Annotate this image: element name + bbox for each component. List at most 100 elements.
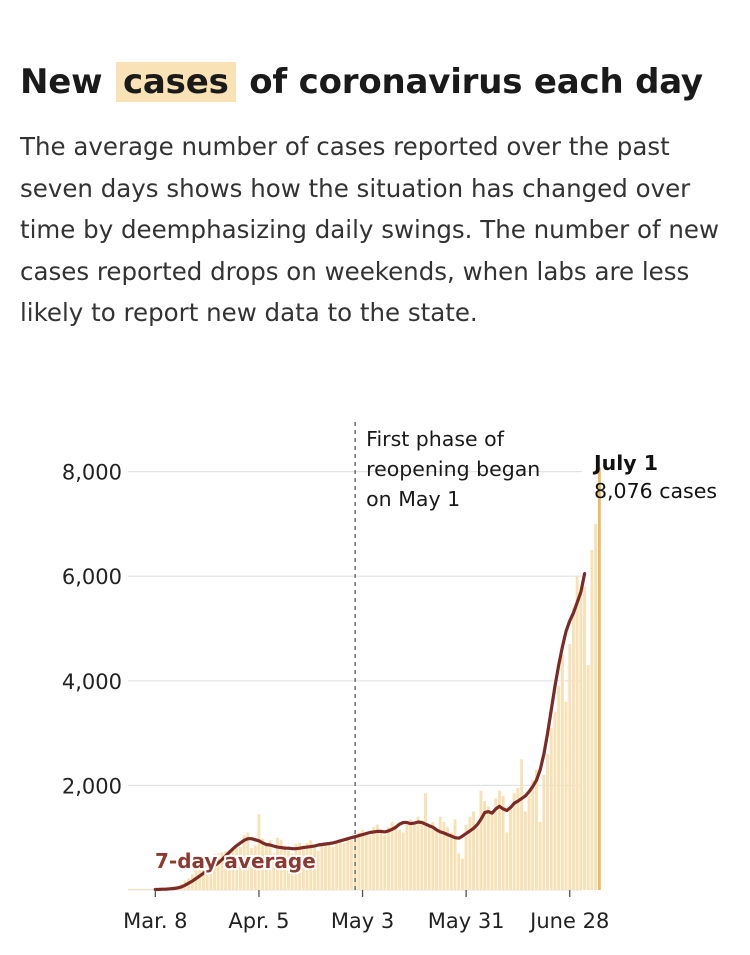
daily-bar [542,774,546,890]
cases-chart: 2,000 4,000 6,000 8,000 First phase of reope… [62,422,717,933]
daily-bar [586,665,590,890]
daily-bar [572,607,575,890]
daily-bar [557,686,561,890]
y-tick-label: 2,000 [62,774,122,798]
daily-bar [313,848,316,890]
daily-bar [205,860,209,890]
y-tick-label: 4,000 [62,670,122,694]
daily-bar [424,793,427,890]
daily-bar [246,832,250,890]
daily-bar [468,816,472,890]
daily-bar [213,854,216,890]
daily-bar [490,811,494,890]
daily-bar [375,824,379,890]
daily-bar [135,888,139,890]
daily-bar [594,523,598,890]
x-tick-label: Mar. 8 [123,909,187,933]
daily-bar [512,793,516,890]
daily-bar [438,816,442,890]
daily-bar [272,853,276,890]
daily-bar [324,842,327,890]
reopening-annotation: First phase of reopening began on May 1 [366,427,540,511]
daily-bar [361,829,364,890]
daily-bar [139,888,142,890]
daily-bar [394,824,398,890]
daily-bar [216,853,220,890]
daily-bar [202,863,205,890]
daily-bar [553,712,557,890]
daily-bar [350,840,353,890]
daily-bar [242,835,246,890]
reopening-annotation-line: reopening began [366,457,540,481]
daily-bar [305,842,309,890]
daily-bar [509,806,512,890]
daily-bar [479,790,483,890]
daily-bar [146,888,150,890]
daily-bar [301,845,305,890]
daily-bar [320,845,324,890]
daily-bar [523,811,527,890]
daily-bar [546,754,549,890]
daily-bar [250,848,253,890]
daily-bar [464,824,468,890]
daily-bar [316,850,320,890]
daily-bar [294,843,298,890]
daily-bar [420,824,424,890]
daily-bar [224,851,228,890]
daily-bar [142,888,146,890]
daily-bar [409,819,413,890]
daily-bar [227,850,231,890]
y-axis-labels: 2,000 4,000 6,000 8,000 [62,461,122,799]
daily-bar [501,795,505,890]
daily-bar [287,850,290,890]
title-highlight: cases [115,62,236,102]
daily-bar [527,795,531,890]
x-tick-label: June 28 [528,909,609,933]
daily-bar [579,591,583,890]
daily-bar [549,727,553,890]
daily-bar [379,829,383,890]
daily-bar [338,840,342,890]
daily-bar [290,853,294,890]
daily-bar [560,654,564,890]
daily-bar [412,822,416,890]
y-tick-label: 6,000 [62,565,122,589]
daily-bar [568,644,572,890]
daily-bar [498,790,501,890]
daily-bar [261,838,265,890]
daily-bar [520,759,524,890]
daily-bar [486,806,490,890]
daily-bar [531,780,535,890]
daily-bar [442,822,446,890]
daily-bar [461,858,464,890]
daily-bar [331,847,335,890]
daily-bar [209,857,213,890]
seven-day-average-label: 7-day average [155,849,316,873]
daily-bar [390,822,394,890]
reopening-annotation-line: on May 1 [366,487,460,511]
daily-bar [564,701,568,890]
x-tick-label: May 3 [331,909,394,933]
daily-bar [538,822,542,890]
daily-bar [583,586,586,890]
daily-bar [327,843,331,890]
daily-bar [235,848,239,890]
daily-bar [346,837,350,890]
daily-bar [431,822,435,890]
daily-bar [575,576,579,890]
daily-bar [446,827,450,890]
title-after: of coronavirus each day [249,62,703,102]
daily-case-bars [128,467,601,890]
x-tick-label: May 31 [428,909,505,933]
daily-bar [449,832,453,890]
daily-bar [283,845,287,890]
daily-bar [342,842,346,890]
daily-bar [239,847,242,890]
daily-bar [128,888,131,890]
daily-bar [435,829,438,890]
daily-bar [150,888,154,890]
daily-bar [253,845,257,890]
daily-bar [427,827,431,890]
daily-bar [268,840,272,890]
daily-bar [494,798,498,890]
